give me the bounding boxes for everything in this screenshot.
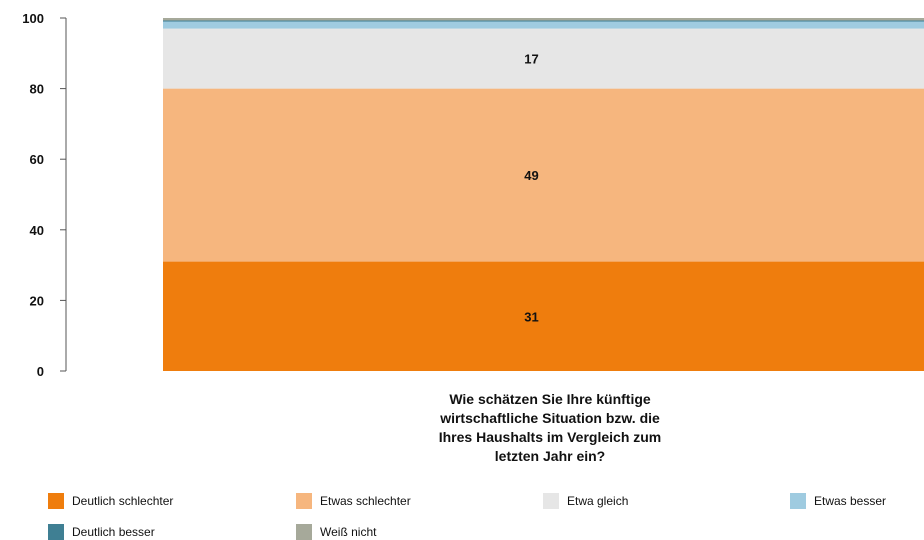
y-tick-label: 20 [30, 293, 44, 308]
category-label-line: Wie schätzen Sie Ihre künftige [449, 391, 651, 407]
category-label-line: letzten Jahr ein? [494, 448, 606, 464]
category-label-line: Ihres Haushalts im Vergleich zum [438, 429, 662, 445]
y-tick-label: 60 [30, 152, 44, 167]
category-label: Wie schätzen Sie Ihre künftige wirtschaf… [380, 390, 720, 466]
y-tick-label: 0 [37, 364, 44, 379]
y-axis: 0 20 40 60 80 100 [22, 11, 67, 379]
bar-segment-etwas-schlechter [163, 88, 924, 262]
bar-stack [163, 18, 924, 371]
data-label: 31 [524, 309, 538, 324]
bar-segment-etwas-besser [163, 21, 924, 29]
y-tick-label: 80 [30, 82, 44, 97]
bar-segment-etwa-gleich [163, 28, 924, 89]
bar-segment-deutlich-besser [163, 20, 924, 22]
y-tick-label: 40 [30, 223, 44, 238]
data-label: 49 [524, 168, 538, 183]
category-label-line: wirtschaftliche Situation bzw. die [440, 410, 660, 426]
bar-segment-deutlich-schlechter [163, 261, 924, 371]
bar-segment-weiss-nicht [163, 18, 924, 21]
value-labels: 31 49 17 [524, 52, 538, 325]
y-tick-label: 100 [22, 11, 44, 26]
data-label: 17 [524, 52, 538, 67]
